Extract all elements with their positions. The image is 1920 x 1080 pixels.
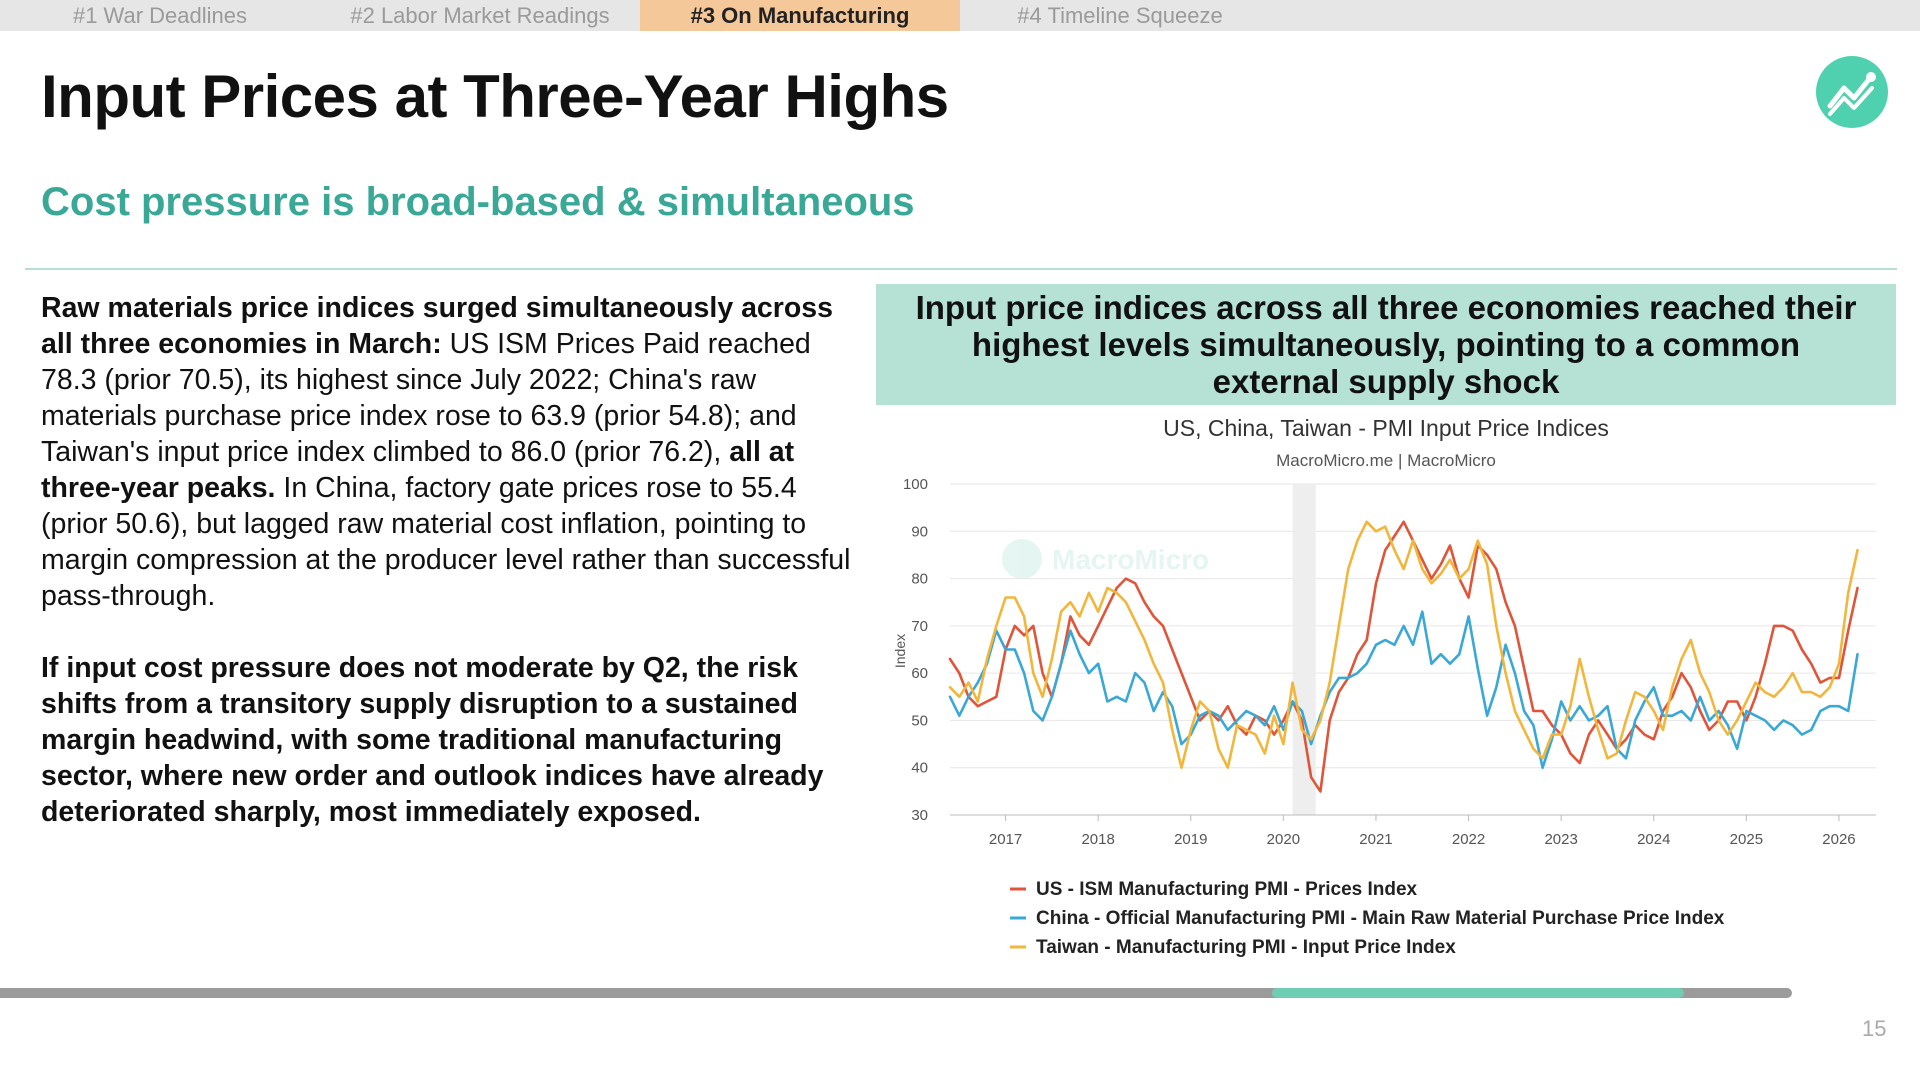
x-tick-label: 2025 [1730, 831, 1763, 848]
section-tabs: #1 War Deadlines #2 Labor Market Reading… [0, 0, 1920, 31]
chart-legend: US - ISM Manufacturing PMI - Prices Inde… [1010, 879, 1725, 958]
chart-watermark-text: MacroMicro [1052, 544, 1209, 575]
series-line-taiwan [948, 520, 1859, 770]
y-axis-label: Index [892, 634, 908, 668]
tab-on-manufacturing[interactable]: #3 On Manufacturing [640, 0, 960, 31]
x-tick-label: 2019 [1174, 831, 1207, 848]
page-number: 15 [1862, 1016, 1887, 1041]
trend-chart-icon [1816, 56, 1888, 128]
y-tick-label: 50 [911, 712, 928, 729]
x-tick-label: 2024 [1637, 831, 1670, 848]
slide-progress-fill [1272, 988, 1685, 998]
x-tick-label: 2018 [1081, 831, 1114, 848]
y-tick-label: 80 [911, 571, 928, 588]
pmi-input-price-chart: US, China, Taiwan - PMI Input Price Indi… [876, 408, 1896, 968]
y-tick-label: 90 [911, 523, 928, 540]
paragraph-1-text-a: US ISM Prices Paid reached 78.3 (prior 7… [41, 328, 811, 468]
y-tick-label: 60 [911, 665, 928, 682]
paragraph-2-text: If input cost pressure does not moderate… [41, 652, 824, 828]
slide-progress-bar [0, 988, 1792, 998]
divider [25, 268, 1897, 270]
recession-shading [1292, 484, 1316, 815]
chart-subtitle: MacroMicro.me | MacroMicro [1276, 451, 1496, 470]
tab-war-deadlines[interactable]: #1 War Deadlines [72, 3, 248, 28]
series-line-china [948, 610, 1859, 770]
legend-us: US - ISM Manufacturing PMI - Prices Inde… [1036, 879, 1418, 900]
paragraph-1: Raw materials price indices surged simul… [41, 290, 851, 614]
slide-subtitle: Cost pressure is broad-based & simultane… [41, 180, 915, 224]
paragraph-2: If input cost pressure does not moderate… [41, 650, 851, 830]
y-tick-label: 30 [911, 807, 928, 824]
y-tick-label: 100 [903, 476, 928, 493]
x-tick-label: 2026 [1822, 831, 1855, 848]
chart-title: US, China, Taiwan - PMI Input Price Indi… [1163, 415, 1609, 441]
slide-title: Input Prices at Three-Year Highs [41, 63, 949, 130]
paragraph-1-text-b: In China, factory gate prices rose to 55… [41, 472, 851, 612]
series-line-us [948, 520, 1859, 793]
legend-china: China - Official Manufacturing PMI - Mai… [1036, 908, 1725, 929]
paragraph-1-lead: Raw materials price indices surged simul… [41, 292, 833, 360]
x-tick-label: 2023 [1544, 831, 1577, 848]
legend-taiwan: Taiwan - Manufacturing PMI - Input Price… [1036, 937, 1456, 958]
x-tick-label: 2021 [1359, 831, 1392, 848]
tab-timeline-squeeze[interactable]: #4 Timeline Squeeze [1017, 3, 1223, 28]
x-tick-label: 2022 [1452, 831, 1485, 848]
y-tick-label: 40 [911, 760, 928, 777]
chart-watermark: MacroMicro [1002, 539, 1209, 579]
y-tick-label: 70 [911, 618, 928, 635]
x-tick-label: 2020 [1267, 831, 1300, 848]
paragraph-1-emphasis: all at three-year peaks. [41, 436, 795, 504]
body-text: Raw materials price indices surged simul… [41, 290, 851, 866]
tab-labor-market-readings[interactable]: #2 Labor Market Readings [350, 3, 610, 28]
callout-box: Input price indices across all three eco… [876, 284, 1896, 405]
x-tick-label: 2017 [989, 831, 1022, 848]
